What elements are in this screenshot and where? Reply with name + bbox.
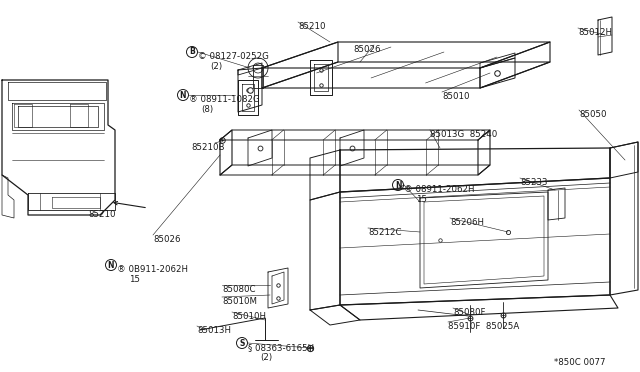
Text: 85013H: 85013H	[197, 326, 231, 335]
Text: © 08127-0252G: © 08127-0252G	[198, 52, 269, 61]
Text: 85050: 85050	[579, 110, 607, 119]
Text: N: N	[180, 90, 186, 99]
Text: 85233: 85233	[520, 178, 547, 187]
Text: 85026: 85026	[153, 235, 180, 244]
Text: N: N	[108, 260, 115, 269]
Text: S: S	[239, 339, 244, 347]
Text: (8): (8)	[201, 105, 213, 114]
Text: 15: 15	[416, 195, 427, 204]
Text: N: N	[395, 180, 401, 189]
Text: 85212C: 85212C	[368, 228, 401, 237]
Text: ® 08911-2062H: ® 08911-2062H	[404, 185, 474, 194]
Text: 85010: 85010	[442, 92, 470, 101]
Text: 85013G  85240: 85013G 85240	[430, 130, 497, 139]
Text: 85010M: 85010M	[222, 297, 257, 306]
Text: 85012H: 85012H	[578, 28, 612, 37]
Text: 85910F  85025A: 85910F 85025A	[448, 322, 519, 331]
Text: (2): (2)	[210, 62, 222, 71]
Text: *850C 0077: *850C 0077	[554, 358, 605, 367]
Text: 85010H: 85010H	[232, 312, 266, 321]
Text: 85210B: 85210B	[191, 143, 225, 152]
Text: 15: 15	[129, 275, 140, 284]
Text: B: B	[189, 48, 195, 57]
Text: ® 0B911-2062H: ® 0B911-2062H	[117, 265, 188, 274]
Text: 85026: 85026	[353, 45, 381, 54]
Text: 85080F: 85080F	[453, 308, 486, 317]
Text: (2): (2)	[260, 353, 272, 362]
Text: ® 08911-1082G: ® 08911-1082G	[189, 95, 260, 104]
Text: 85210: 85210	[88, 210, 115, 219]
Text: 85080C: 85080C	[222, 285, 255, 294]
Text: 85210: 85210	[298, 22, 326, 31]
Text: 85206H: 85206H	[450, 218, 484, 227]
Text: § 08363-6165H: § 08363-6165H	[248, 343, 314, 352]
